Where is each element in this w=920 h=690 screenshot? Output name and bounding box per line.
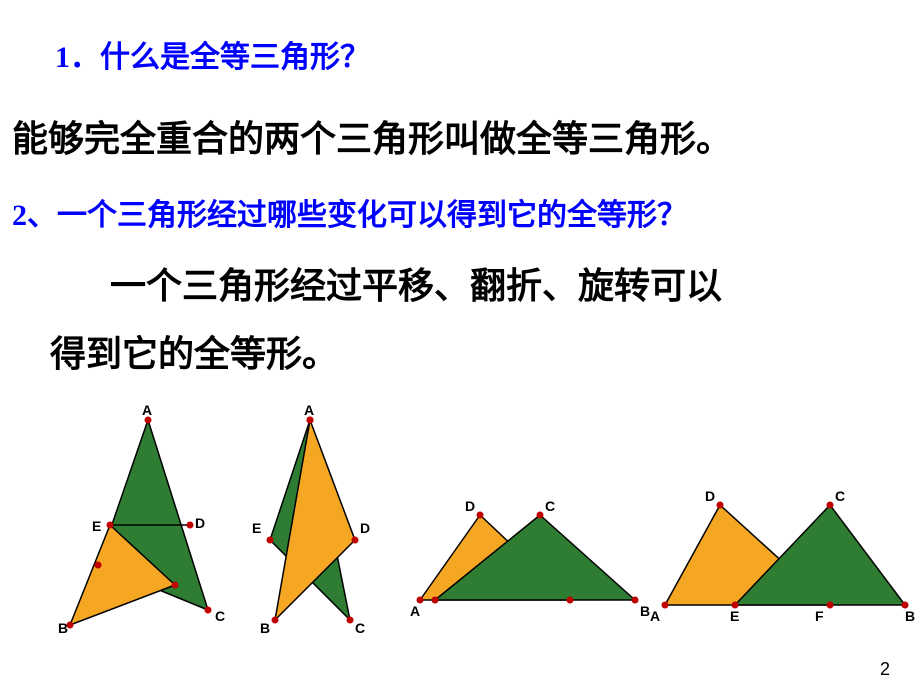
triangle-diagrams: AEDBCAEDBCDCABDCAEFB: [0, 410, 920, 660]
answer-2-line1: 一个三角形经过平移、翻折、旋转可以: [110, 250, 890, 322]
vertex-label-A: A: [410, 603, 420, 619]
vertex-label-D: D: [705, 488, 715, 504]
vertex-label-E: E: [92, 518, 101, 534]
vertex-label-C: C: [545, 498, 555, 514]
vertex-label-B: B: [58, 620, 68, 636]
vertex-label-D: D: [195, 515, 205, 531]
vertex-label-F: F: [815, 608, 824, 624]
vertex-label-B: B: [905, 608, 915, 624]
vertex-label-B: B: [260, 620, 270, 636]
vertex-label-C: C: [355, 620, 365, 636]
answer-2-line2: 得到它的全等形。: [50, 325, 338, 377]
diagram-svg: [0, 410, 920, 660]
question-1: 1．什么是全等三角形？: [55, 32, 370, 76]
question-2: 2、一个三角形经过哪些变化可以得到它的全等形？: [12, 190, 687, 234]
vertex-label-E: E: [252, 520, 261, 536]
vertex-label-C: C: [215, 608, 225, 624]
vertex-label-A: A: [650, 608, 660, 624]
page-number: 2: [880, 659, 890, 680]
vertex-label-C: C: [835, 488, 845, 504]
vertex-label-E: E: [730, 608, 739, 624]
vertex-label-A: A: [142, 402, 152, 418]
vertex-label-D: D: [465, 498, 475, 514]
answer-1: 能够完全重合的两个三角形叫做全等三角形。: [12, 110, 732, 162]
vertex-label-B: B: [640, 603, 650, 619]
vertex-label-D: D: [360, 520, 370, 536]
vertex-label-A: A: [304, 402, 314, 418]
